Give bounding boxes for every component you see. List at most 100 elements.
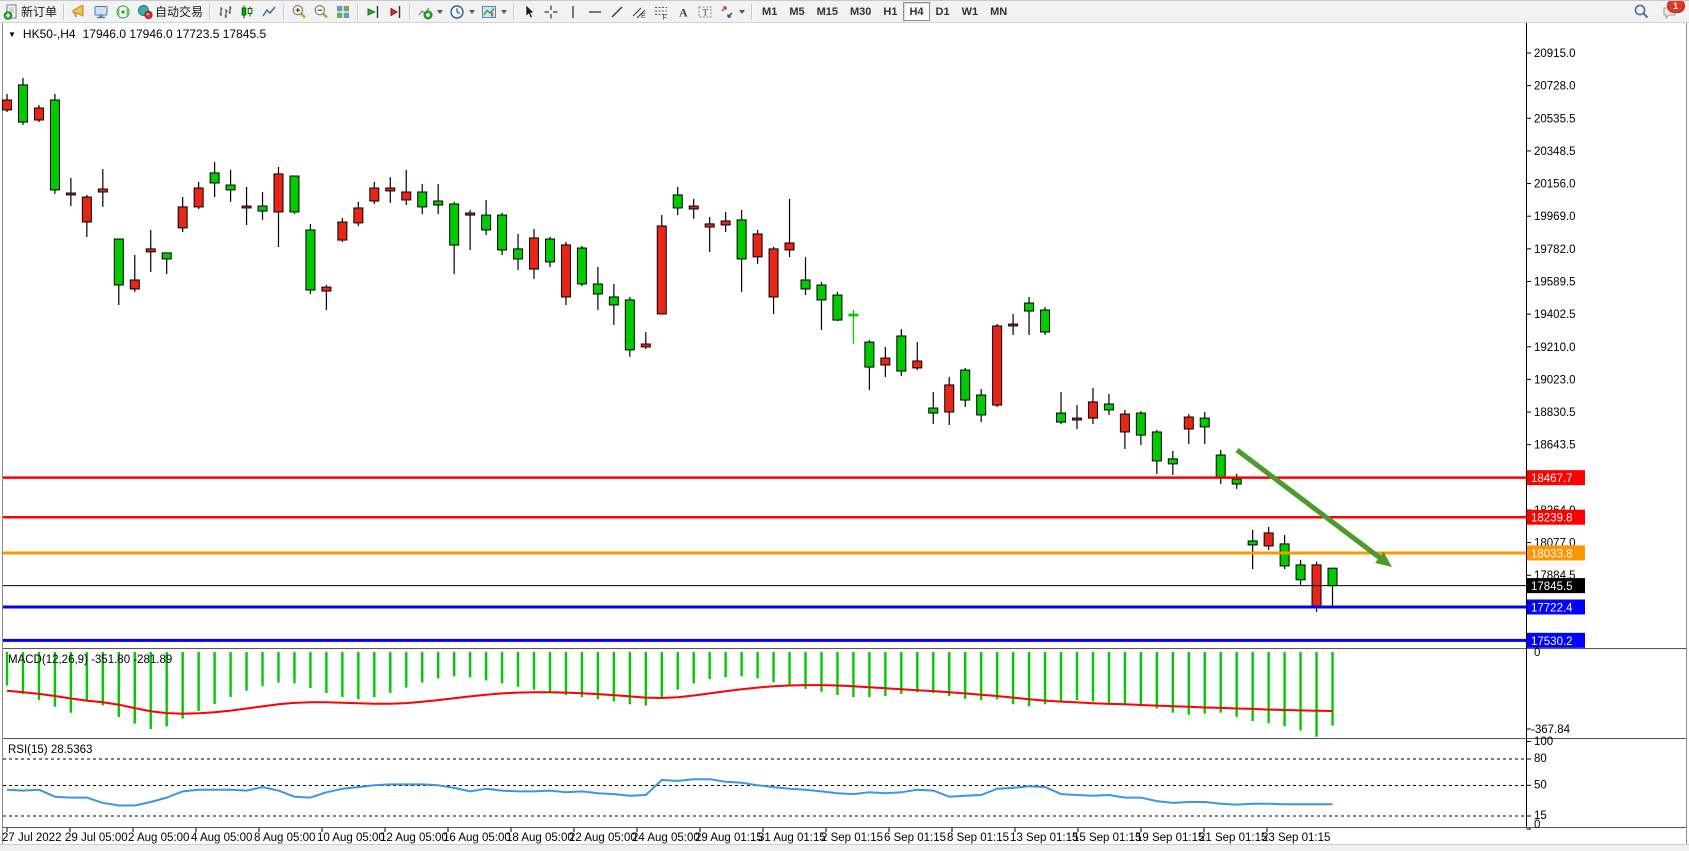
arrows-button[interactable]	[716, 2, 748, 21]
svg-text:19 Sep 01:15: 19 Sep 01:15	[1136, 832, 1204, 844]
equidistant-channel-button[interactable]: E	[628, 2, 650, 21]
svg-text:20535.5: 20535.5	[1534, 113, 1576, 125]
timeframe-H4[interactable]: H4	[903, 2, 930, 21]
indicators-button[interactable]	[414, 2, 446, 21]
arrows-icon	[719, 4, 735, 20]
toolbar-separator	[209, 3, 212, 20]
periods-icon	[449, 4, 465, 20]
crosshair-icon	[543, 4, 559, 20]
timeframe-M5[interactable]: M5	[783, 2, 810, 21]
timeframe-M30[interactable]: M30	[844, 2, 877, 21]
svg-text:19402.5: 19402.5	[1534, 309, 1576, 321]
zoom-out-button[interactable]	[310, 2, 332, 21]
horizontal-line-icon	[587, 4, 603, 20]
svg-text:E: E	[641, 13, 646, 20]
terminal-button[interactable]	[90, 2, 112, 21]
auto-scroll-icon	[387, 4, 403, 20]
cursor-button[interactable]	[518, 2, 540, 21]
crosshair-button[interactable]	[540, 2, 562, 21]
toolbar-separator	[283, 3, 286, 20]
svg-text:18 Aug 05:00: 18 Aug 05:00	[506, 832, 574, 844]
fibonacci-button[interactable]: F	[650, 2, 672, 21]
svg-text:20156.0: 20156.0	[1534, 179, 1576, 191]
svg-text:19969.0: 19969.0	[1534, 211, 1576, 223]
svg-text:-367.84: -367.84	[1531, 724, 1571, 736]
toolbar: 新订单 自动交易 E F A T M1 M5 M15 M30 H1 H4 D1 W1 MN 1	[0, 1, 1689, 23]
collapse-triangle-icon[interactable]: ▼	[8, 29, 16, 39]
zoom-in-icon	[291, 4, 307, 20]
megaphone-button[interactable]	[68, 2, 90, 21]
svg-text:16 Aug 05:00: 16 Aug 05:00	[443, 832, 511, 844]
new-order-label: 新订单	[21, 5, 58, 19]
svg-text:21 Sep 01:15: 21 Sep 01:15	[1199, 832, 1267, 844]
horizontal-lines[interactable]: 18467.7 18239.8 18033.8 17845.5 17722.4 17530…	[3, 470, 1585, 648]
auto-trading-button[interactable]: 自动交易	[134, 2, 206, 21]
bar-chart-button[interactable]	[214, 2, 236, 21]
text-label-button[interactable]: T	[694, 2, 716, 21]
shift-chart-icon	[365, 4, 381, 20]
candles-layer	[2, 77, 1338, 612]
timeframe-W1[interactable]: W1	[956, 2, 985, 21]
text-icon: A	[675, 4, 691, 20]
svg-text:22 Aug 05:00: 22 Aug 05:00	[569, 832, 637, 844]
svg-text:19589.5: 19589.5	[1534, 276, 1576, 288]
svg-text:15 Sep 01:15: 15 Sep 01:15	[1073, 832, 1141, 844]
svg-text:A: A	[679, 5, 688, 19]
templates-button[interactable]	[478, 2, 510, 21]
svg-text:12 Aug 05:00: 12 Aug 05:00	[380, 832, 448, 844]
svg-text:8 Aug 05:00: 8 Aug 05:00	[254, 832, 315, 844]
svg-text:19782.0: 19782.0	[1534, 244, 1576, 256]
text-label-icon: T	[697, 4, 713, 20]
trendline-icon	[609, 4, 625, 20]
templates-icon	[481, 4, 497, 20]
chevron-down-icon	[501, 9, 508, 14]
notifications-button[interactable]: 1	[1659, 1, 1685, 21]
signal-button[interactable]	[112, 2, 134, 21]
new-order-button[interactable]: 新订单	[0, 2, 60, 21]
svg-text:18830.5: 18830.5	[1534, 407, 1576, 419]
toolbar-separator	[357, 3, 360, 20]
candlestick-chart-button[interactable]	[236, 2, 258, 21]
text-button[interactable]: A	[672, 2, 694, 21]
search-button[interactable]	[1630, 2, 1653, 21]
line-chart-button[interactable]	[258, 2, 280, 21]
shift-chart-button[interactable]	[362, 2, 384, 21]
periods-button[interactable]	[446, 2, 478, 21]
svg-text:13 Sep 01:15: 13 Sep 01:15	[1010, 832, 1078, 844]
svg-text:17530.2: 17530.2	[1531, 636, 1573, 648]
tile-windows-button[interactable]	[332, 2, 354, 21]
timeframe-H1[interactable]: H1	[877, 2, 903, 21]
zoom-out-icon	[313, 4, 329, 20]
svg-text:6 Sep 01:15: 6 Sep 01:15	[884, 832, 946, 844]
chevron-down-icon	[739, 9, 746, 14]
svg-text:17845.5: 17845.5	[1531, 581, 1573, 593]
trendline-button[interactable]	[606, 2, 628, 21]
svg-text:18467.7: 18467.7	[1531, 473, 1573, 485]
auto-scroll-button[interactable]	[384, 2, 406, 21]
svg-text:19210.0: 19210.0	[1534, 342, 1576, 354]
svg-text:24 Aug 05:00: 24 Aug 05:00	[632, 832, 700, 844]
toolbar-right: 1	[1630, 1, 1685, 22]
toolbar-groups: 新订单 自动交易 E F A T M1 M5 M15 M30 H1 H4 D1 W1 MN	[0, 1, 1013, 22]
price-chart: 20915.0 20728.0 20535.5 20348.5 20156.0 19969…	[0, 22, 1689, 851]
vertical-line-icon	[565, 4, 581, 20]
time-axis[interactable]: 27 Jul 2022 29 Jul 05:00 2 Aug 05:00 4 Aug …	[2, 828, 1330, 844]
chart-window: 20915.0 20728.0 20535.5 20348.5 20156.0 19969…	[0, 22, 1689, 851]
timeframe-MN[interactable]: MN	[984, 2, 1013, 21]
trend-arrow[interactable]	[1235, 448, 1392, 567]
svg-text:T: T	[703, 7, 709, 17]
timeframe-D1[interactable]: D1	[930, 2, 956, 21]
vertical-line-button[interactable]	[562, 2, 584, 21]
fibonacci-icon: F	[653, 4, 669, 20]
svg-text:18239.8: 18239.8	[1531, 513, 1573, 525]
horizontal-line-button[interactable]	[584, 2, 606, 21]
toolbar-separator	[513, 3, 516, 20]
timeframe-M1[interactable]: M1	[756, 2, 783, 21]
svg-text:2 Sep 01:15: 2 Sep 01:15	[821, 832, 883, 844]
svg-text:2 Aug 05:00: 2 Aug 05:00	[128, 832, 189, 844]
toolbar-separator	[409, 3, 412, 20]
chart-info-line: ▼ HK50-,H4 17946.0 17946.0 17723.5 17845…	[8, 27, 266, 41]
timeframe-M15[interactable]: M15	[811, 2, 844, 21]
zoom-in-button[interactable]	[288, 2, 310, 21]
search-icon	[1633, 3, 1650, 20]
